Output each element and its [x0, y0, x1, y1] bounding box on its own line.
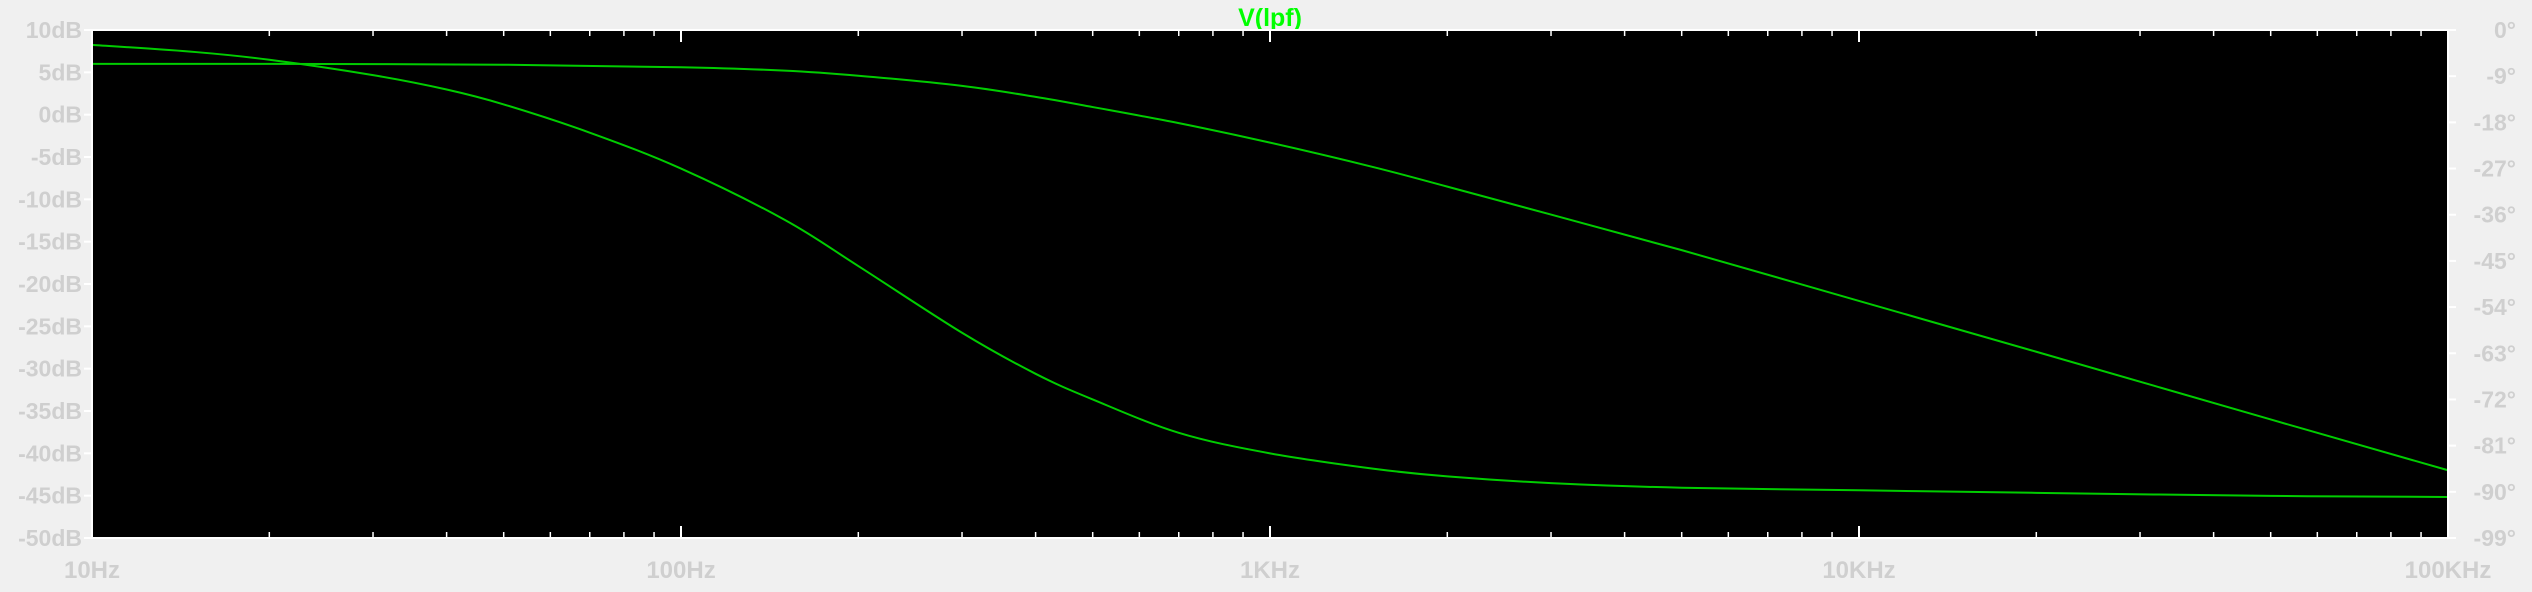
right-tick-label: -9° [2486, 63, 2516, 89]
left-tick-label: -45dB [18, 483, 82, 509]
left-tick-label: -10dB [18, 186, 82, 212]
right-tick-label: 0° [2494, 17, 2516, 43]
magnitude-curve[interactable] [91, 62, 2449, 472]
left-tick-label: -5dB [31, 144, 82, 170]
left-tick-label: -30dB [18, 356, 82, 382]
right-tick-label: -99° [2474, 525, 2516, 551]
left-tick-label: -35dB [18, 398, 82, 424]
right-tick-label: -36° [2474, 202, 2516, 228]
right-tick-label: -27° [2474, 156, 2516, 182]
right-tick-label: -63° [2474, 340, 2516, 366]
right-tick-label: -90° [2474, 479, 2516, 505]
left-tick-label: -50dB [18, 525, 82, 551]
right-tick-label: -54° [2474, 294, 2516, 320]
right-tick-label: -45° [2474, 248, 2516, 274]
left-tick-label: -40dB [18, 440, 82, 466]
left-tick-label: -20dB [18, 271, 82, 297]
left-tick-label: -15dB [18, 229, 82, 255]
x-tick-label: 100Hz [646, 557, 715, 584]
plot-border [91, 29, 2449, 539]
x-tick-label: 100KHz [2405, 557, 2492, 584]
chart-title: V(lpf) [1238, 4, 1302, 32]
left-tick-label: 5dB [39, 59, 82, 85]
right-tick-label: -81° [2474, 433, 2516, 459]
right-tick-label: -72° [2474, 386, 2516, 412]
plot-area[interactable] [92, 30, 2448, 538]
x-tick-label: 1KHz [1240, 557, 1300, 584]
series-layer [91, 43, 2449, 498]
phase-curve[interactable] [91, 43, 2449, 498]
right-tick-label: -18° [2474, 109, 2516, 135]
left-tick-label: 10dB [26, 17, 82, 43]
left-tick-label: 0dB [39, 102, 82, 128]
left-tick-label: -25dB [18, 313, 82, 339]
x-tick-label: 10KHz [1822, 557, 1895, 584]
x-tick-label: 10Hz [64, 557, 120, 584]
